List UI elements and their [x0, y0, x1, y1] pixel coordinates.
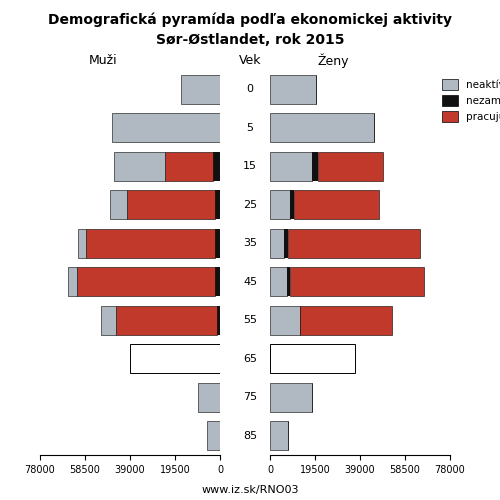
Bar [270, 268, 287, 296]
Bar [86, 229, 216, 258]
Bar [270, 152, 312, 180]
Text: 85: 85 [243, 430, 257, 441]
Bar [181, 75, 220, 104]
Bar [112, 114, 220, 142]
Bar [164, 152, 213, 180]
Bar [318, 152, 382, 180]
Bar [114, 152, 164, 180]
Text: 65: 65 [243, 354, 257, 364]
Text: 35: 35 [243, 238, 257, 248]
Bar [110, 190, 127, 219]
Bar [270, 306, 300, 334]
Bar [270, 114, 374, 142]
Text: www.iz.sk/RNO03: www.iz.sk/RNO03 [201, 485, 299, 495]
Bar [77, 268, 216, 296]
Bar [216, 229, 220, 258]
Bar [290, 190, 294, 219]
Text: 15: 15 [243, 161, 257, 171]
Text: 5: 5 [246, 123, 254, 133]
Text: 0: 0 [246, 84, 254, 94]
Bar [312, 152, 318, 180]
Text: 45: 45 [243, 277, 257, 287]
Bar [300, 306, 392, 334]
Bar [270, 344, 356, 373]
Text: 25: 25 [243, 200, 257, 210]
Bar [213, 152, 220, 180]
Bar [270, 422, 288, 450]
Text: 75: 75 [243, 392, 257, 402]
Bar [78, 229, 86, 258]
Text: Vek: Vek [239, 54, 261, 68]
Bar [288, 229, 420, 258]
Bar [284, 229, 288, 258]
Text: 55: 55 [243, 316, 257, 326]
Bar [198, 383, 220, 412]
Bar [68, 268, 77, 296]
Bar [270, 75, 316, 104]
Text: Muži: Muži [88, 54, 118, 68]
Legend: neaktívni, nezamestnaní, pracujúci: neaktívni, nezamestnaní, pracujúci [438, 75, 500, 126]
Bar [216, 268, 220, 296]
Bar [127, 190, 215, 219]
Bar [116, 306, 217, 334]
Bar [294, 190, 379, 219]
Text: Sør-Østlandet, rok 2015: Sør-Østlandet, rok 2015 [156, 34, 344, 48]
Bar [270, 383, 312, 412]
Bar [215, 190, 220, 219]
Bar [100, 306, 116, 334]
Bar [208, 422, 220, 450]
Bar [270, 229, 284, 258]
Bar [290, 268, 424, 296]
Bar [217, 306, 220, 334]
Bar [288, 268, 290, 296]
Text: Ženy: Ženy [318, 53, 349, 68]
Bar [130, 344, 220, 373]
Bar [270, 190, 289, 219]
Text: Demografická pyramída podľa ekonomickej aktivity: Demografická pyramída podľa ekonomickej … [48, 13, 452, 28]
